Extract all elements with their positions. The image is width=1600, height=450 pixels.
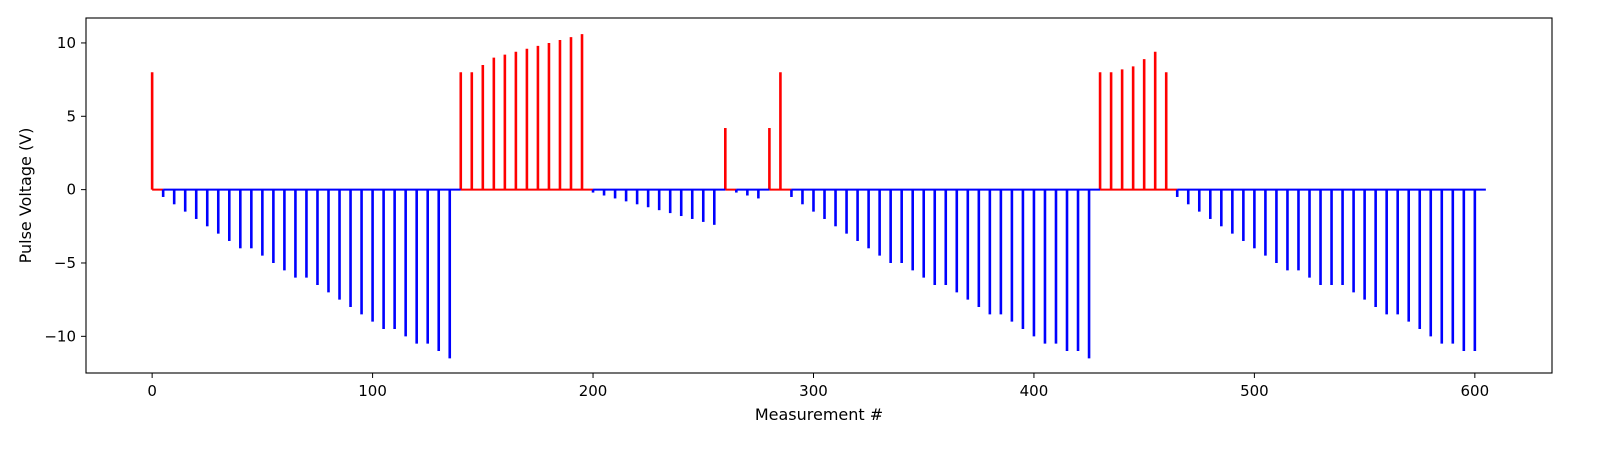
y-tick-label: 0 xyxy=(66,181,76,199)
x-tick-label: 200 xyxy=(579,382,608,400)
x-axis-ticks: 0 100 200 300 400 500 600 xyxy=(147,373,1489,400)
y-tick-label: 10 xyxy=(57,34,76,52)
x-tick-label: 100 xyxy=(358,382,387,400)
x-tick-label: 0 xyxy=(147,382,157,400)
series-1 xyxy=(161,188,1486,359)
y-axis-ticks: −10 −5 0 5 10 xyxy=(44,34,86,345)
x-tick-label: 300 xyxy=(799,382,828,400)
x-tick-label: 600 xyxy=(1461,382,1490,400)
x-axis-label: Measurement # xyxy=(755,405,883,424)
series-0 xyxy=(150,34,1178,191)
y-tick-label: −10 xyxy=(44,327,76,345)
x-tick-label: 400 xyxy=(1020,382,1049,400)
y-tick-label: 5 xyxy=(66,107,76,125)
plot-area xyxy=(150,34,1486,359)
y-tick-label: −5 xyxy=(54,254,76,272)
y-axis-label: Pulse Voltage (V) xyxy=(16,128,35,264)
plot-frame xyxy=(85,17,1553,374)
x-tick-label: 500 xyxy=(1240,382,1269,400)
